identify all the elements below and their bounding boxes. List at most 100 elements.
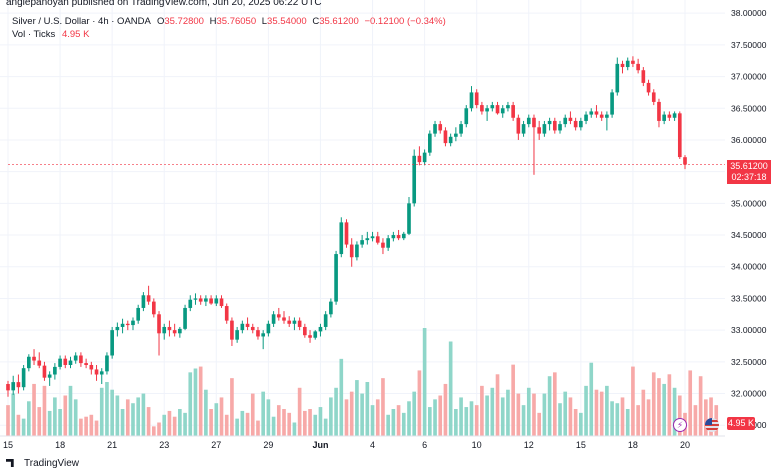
candle [552,117,557,134]
candle [443,127,448,147]
candle [610,89,614,118]
candle-body [407,203,411,234]
candle [516,114,521,140]
candle-body [480,105,484,112]
high-value: 35.76050 [216,16,257,27]
us-flag-icon[interactable] [705,418,719,432]
candle-body [500,108,505,114]
volume-bar [443,383,448,436]
volume-bar [521,405,526,436]
candle [511,101,515,121]
candle [313,330,318,340]
volume-bar [552,372,557,436]
candle-body [214,298,219,304]
volume-bar [704,399,708,436]
candle [276,307,281,321]
volume-bar [6,405,10,436]
candle [261,330,265,350]
volume-bar [344,399,349,436]
candle-body [646,82,651,93]
candle-body [474,92,479,106]
open-label: O [156,16,165,27]
candle-body [125,323,130,326]
candle [172,323,177,337]
candle-body [594,111,599,115]
volume-bar [526,387,531,436]
volume-bar [204,389,208,436]
volume-bar [183,412,187,436]
volume-bar [631,366,635,436]
time-tick-label: 15 [3,440,13,450]
candle [464,105,469,128]
volume-bar [688,370,693,436]
candle [68,356,73,369]
change-value: −0.12100 (−0.34%) [364,16,446,27]
volume-bar [151,426,156,436]
volume-bar [323,418,328,436]
lightning-icon[interactable]: ⚡ [673,418,687,432]
candle [672,111,677,121]
candle [266,320,271,337]
candle [579,117,583,131]
candle-body [99,371,104,375]
candle-body [365,238,370,241]
candle-body [204,298,208,302]
volume-bar [381,378,385,436]
candle [11,375,16,395]
candle [32,349,36,365]
volume-label[interactable]: Vol · Ticks [12,29,56,40]
candle [349,238,354,267]
time-axis[interactable]: 15 18 21 23 27 29 Jun 4 6 10 12 15 18 20 [3,440,690,450]
price-axis[interactable]: 31.5000032.0000032.5000033.0000033.50000… [731,8,767,430]
volume-bar [16,414,21,436]
volume-bar [625,409,630,436]
volume-bar [125,399,130,436]
volume-bar [266,399,271,436]
candle [79,352,83,367]
candle [37,352,42,369]
volume-bar [245,412,250,436]
volume-bar [573,409,578,436]
time-tick-label: 6 [422,440,427,450]
volume-bar [167,410,172,436]
candle-body [256,330,260,337]
volume-bar [454,409,458,436]
candle [219,295,224,308]
candle [250,323,255,334]
volume-bar [276,405,281,436]
volume-bar [500,397,505,436]
price-tick-label: 34.50000 [731,230,767,240]
candle [459,120,463,137]
candle-body [79,355,83,364]
candle-body [271,314,276,324]
candle-body [209,298,213,304]
chart-legend: Silver / U.S. Dollar · 4h · OANDA O35.72… [12,15,446,41]
tradingview-brand[interactable]: TradingView [6,458,79,469]
volume-bar [579,412,583,436]
candle-body [32,356,36,361]
candle-body [198,298,203,302]
candle-body [339,222,344,255]
candle [125,320,130,331]
candle [537,120,542,140]
candle-body [516,117,521,134]
volume-bar [594,389,599,436]
price-tick-label: 32.50000 [731,357,767,367]
candle [162,323,167,340]
candle [151,298,156,318]
candle-body [683,157,687,165]
symbol-title[interactable]: Silver / U.S. Dollar · 4h · OANDA [12,16,151,27]
time-tick-label: 18 [55,440,65,450]
volume-bar [558,403,562,436]
price-tick-label: 36.00000 [731,135,767,145]
candle-body [282,317,286,321]
candle-body [412,155,417,204]
candle [667,111,672,121]
candle-body [422,152,427,163]
candle-body [94,369,99,375]
candle [683,155,687,170]
volume-tag: 4.95 K [727,417,755,430]
candle [53,363,57,380]
candle-body [261,333,265,337]
